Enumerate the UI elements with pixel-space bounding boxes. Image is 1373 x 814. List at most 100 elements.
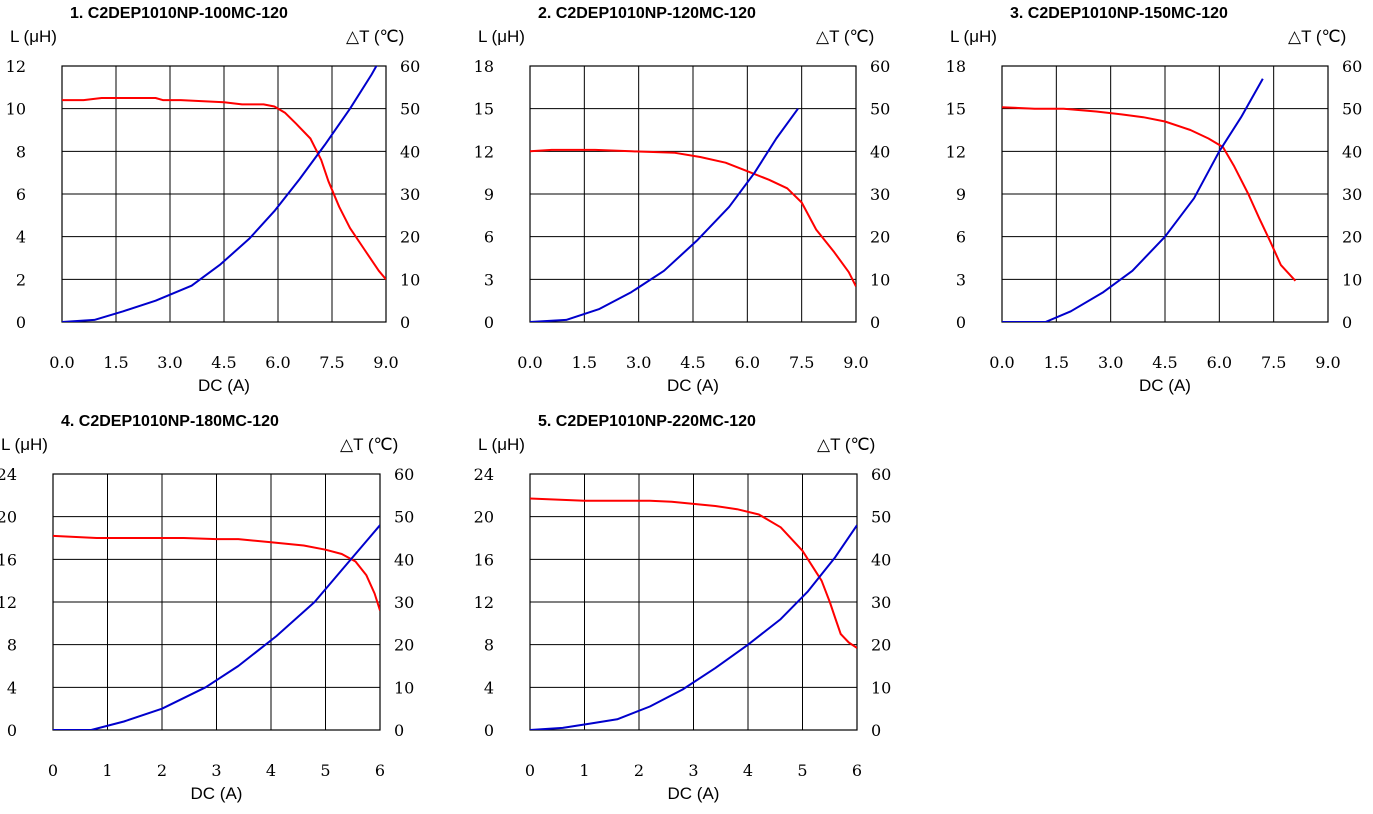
x-tick-label: 6: [852, 761, 862, 780]
y-right-tick-label: 40: [871, 550, 891, 569]
chart-1: 0.0 1.5 3.0 4.5 6.0 7.5 9.0 0 2 4 6 8 10 12 0 10 20 30 40 5…: [6, 5, 421, 395]
x-tick-label: 9.0: [843, 353, 868, 372]
y-right-tick-label: 10: [871, 678, 891, 697]
y-right-tick-label: 20: [394, 636, 414, 655]
y-right-tick-label: 40: [870, 142, 890, 161]
y-left-tick-label: 24: [0, 465, 17, 484]
y-right-axis-label: △T (℃): [817, 435, 875, 454]
y-left-tick-label: 20: [0, 508, 17, 527]
y-right-tick-label: 50: [1342, 100, 1362, 119]
x-tick-label: 1.5: [103, 353, 128, 372]
y-left-tick-label: 3: [956, 270, 966, 289]
y-left-axis-label: L (μH): [478, 435, 525, 454]
temperature-rise-curve: [530, 108, 799, 322]
x-tick-label: 2: [157, 761, 167, 780]
y-right-tick-label: 30: [871, 593, 891, 612]
x-tick-label: 1.5: [1044, 353, 1069, 372]
x-tick-label: 5: [797, 761, 807, 780]
x-tick-label: 4.5: [211, 353, 236, 372]
x-tick-label: 4: [266, 761, 276, 780]
y-right-tick-label: 60: [394, 465, 414, 484]
x-tick-label: 6.0: [735, 353, 760, 372]
y-left-tick-label: 15: [474, 100, 494, 119]
y-right-tick-label: 50: [394, 508, 414, 527]
x-axis-label: DC (A): [191, 784, 243, 803]
y-left-tick-label: 4: [16, 228, 26, 247]
y-right-tick-label: 30: [400, 185, 420, 204]
y-right-tick-label: 50: [871, 508, 891, 527]
x-tick-label: 6.0: [1207, 353, 1232, 372]
chart-title: 5. C2DEP1010NP-220MC-120: [538, 413, 756, 430]
y-right-tick-label: 60: [871, 465, 891, 484]
inductance-curve: [530, 148, 856, 287]
y-left-tick-label: 18: [474, 57, 494, 76]
inductance-curve: [53, 534, 380, 611]
y-left-tick-label: 16: [0, 550, 17, 569]
y-left-tick-label: 12: [474, 142, 494, 161]
chart-title: 2. C2DEP1010NP-120MC-120: [538, 5, 756, 22]
inductance-curve: [62, 97, 386, 280]
y-left-tick-label: 12: [474, 593, 494, 612]
y-left-tick-label: 24: [474, 465, 494, 484]
y-right-tick-label: 0: [870, 313, 880, 332]
x-tick-label: 9.0: [373, 353, 398, 372]
y-left-tick-label: 12: [0, 593, 17, 612]
y-right-axis-label: △T (℃): [346, 27, 404, 46]
y-right-tick-label: 30: [394, 593, 414, 612]
y-right-tick-label: 50: [400, 100, 420, 119]
y-right-axis-label: △T (℃): [340, 435, 398, 454]
y-left-tick-label: 3: [484, 270, 494, 289]
x-tick-label: 6.0: [265, 353, 290, 372]
y-right-tick-label: 60: [1342, 57, 1362, 76]
y-left-tick-label: 0: [484, 313, 494, 332]
x-tick-label: 6: [375, 761, 385, 780]
x-tick-label: 0: [48, 761, 58, 780]
y-right-tick-label: 30: [1342, 185, 1362, 204]
y-right-axis-label: △T (℃): [816, 27, 874, 46]
y-left-tick-label: 9: [956, 185, 966, 204]
temperature-rise-curve: [53, 524, 380, 730]
x-tick-label: 3.0: [1098, 353, 1123, 372]
y-right-tick-label: 0: [394, 721, 404, 740]
y-right-tick-label: 0: [1342, 313, 1352, 332]
x-tick-label: 3: [688, 761, 698, 780]
x-tick-label: 1: [579, 761, 589, 780]
x-tick-label: 0.0: [517, 353, 542, 372]
x-tick-label: 0: [525, 761, 535, 780]
y-left-tick-label: 0: [484, 721, 494, 740]
x-tick-label: 7.5: [789, 353, 814, 372]
y-left-tick-label: 8: [7, 636, 17, 655]
chart-2: 0.0 1.5 3.0 4.5 6.0 7.5 9.0 0 3 6 9 12 15 18 0 10 20 30 40…: [474, 5, 891, 395]
y-left-tick-label: 0: [7, 721, 17, 740]
y-left-tick-label: 10: [6, 100, 26, 119]
chart-title: 3. C2DEP1010NP-150MC-120: [1010, 5, 1228, 22]
y-right-tick-label: 60: [870, 57, 890, 76]
y-left-tick-label: 18: [946, 57, 966, 76]
x-tick-label: 5: [320, 761, 330, 780]
y-right-tick-label: 50: [870, 100, 890, 119]
y-right-tick-label: 60: [400, 57, 420, 76]
temperature-rise-curve: [62, 66, 378, 322]
plot-frame: [52, 473, 381, 731]
y-left-tick-label: 0: [956, 313, 966, 332]
y-left-axis-label: L (μH): [950, 27, 997, 46]
y-right-axis-label: △T (℃): [1288, 27, 1346, 46]
y-right-tick-label: 20: [871, 636, 891, 655]
y-left-tick-label: 2: [16, 270, 26, 289]
y-left-tick-label: 0: [16, 313, 26, 332]
x-axis-label: DC (A): [1139, 376, 1191, 395]
y-left-axis-label: L (μH): [1, 435, 48, 454]
y-left-tick-label: 20: [474, 508, 494, 527]
y-right-tick-label: 0: [871, 721, 881, 740]
y-right-tick-label: 10: [1342, 270, 1362, 289]
plot-frame: [529, 65, 857, 323]
x-tick-label: 7.5: [319, 353, 344, 372]
y-right-tick-label: 10: [400, 270, 420, 289]
y-right-tick-label: 20: [400, 228, 420, 247]
y-right-tick-label: 20: [1342, 228, 1362, 247]
y-left-tick-label: 16: [474, 550, 494, 569]
plot-frame: [529, 473, 858, 731]
y-right-tick-label: 30: [870, 185, 890, 204]
y-right-tick-label: 20: [870, 228, 890, 247]
y-left-axis-label: L (μH): [10, 27, 57, 46]
